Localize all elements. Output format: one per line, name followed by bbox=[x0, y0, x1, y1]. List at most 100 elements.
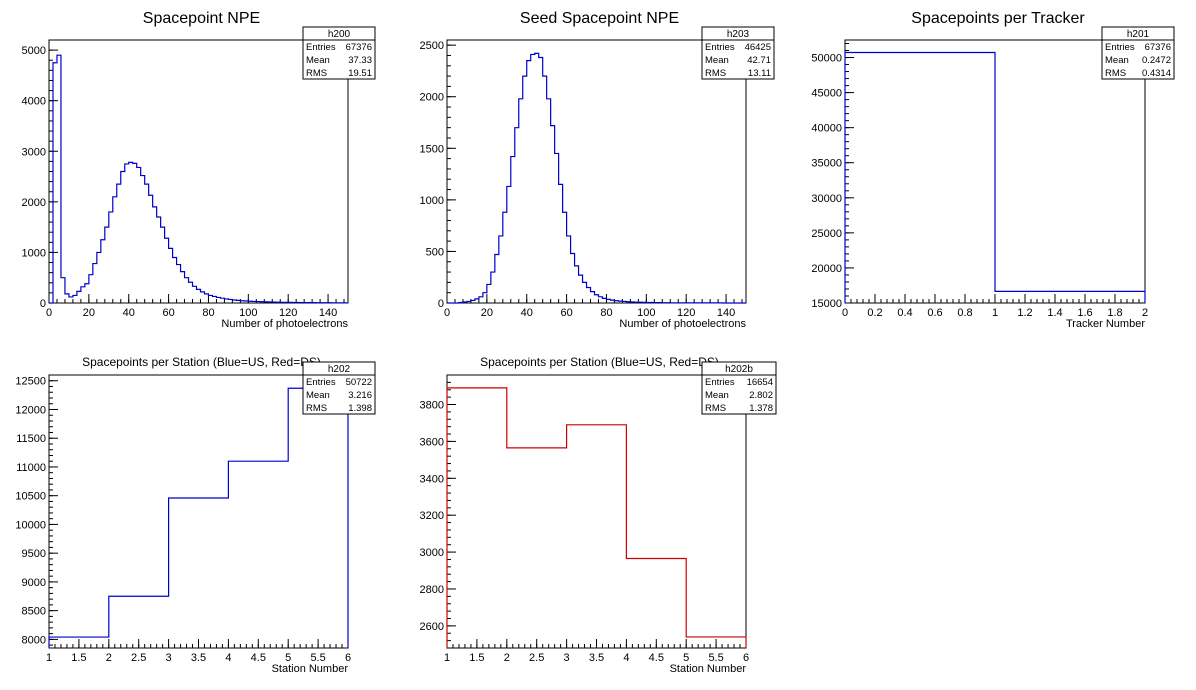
stats-row-label: Mean bbox=[1105, 55, 1129, 66]
histogram-bin bbox=[531, 54, 535, 303]
x-tick-label: 40 bbox=[123, 307, 135, 319]
histogram-bin bbox=[296, 302, 300, 303]
x-tick-label: 120 bbox=[677, 307, 695, 319]
x-tick-label: 80 bbox=[600, 307, 612, 319]
histogram-bin bbox=[475, 299, 479, 303]
histogram-bin bbox=[280, 302, 284, 303]
y-tick-label: 8500 bbox=[22, 606, 46, 618]
histogram-bin bbox=[479, 297, 483, 303]
y-tick-label: 1000 bbox=[420, 195, 444, 207]
stats-row-value: 19.51 bbox=[348, 68, 372, 79]
histogram-bin bbox=[638, 302, 642, 303]
histogram-bin bbox=[69, 297, 73, 303]
y-tick-label: 3000 bbox=[22, 146, 46, 158]
chart-title: Spacepoint NPE bbox=[143, 10, 260, 27]
y-tick-label: 2600 bbox=[420, 621, 444, 633]
histogram-bin bbox=[153, 207, 157, 303]
x-tick-label: 1 bbox=[992, 307, 998, 319]
histogram-bin bbox=[614, 301, 618, 303]
histogram-bin bbox=[575, 266, 579, 303]
histogram-pad-2: Seed Spacepoint NPE 0 20 40 60 80 100 120 140 0 50… bbox=[420, 10, 775, 330]
stats-row-label: Mean bbox=[306, 55, 330, 66]
histogram-bin bbox=[181, 272, 185, 303]
x-tick-label: 2 bbox=[106, 652, 112, 664]
histogram-bin bbox=[161, 227, 165, 303]
x-tick-label: 0 bbox=[46, 307, 52, 319]
x-tick-label: 3 bbox=[564, 652, 570, 664]
x-axis-label: Number of photoelectrons bbox=[221, 318, 348, 330]
histogram-bin bbox=[563, 212, 567, 303]
histogram-bin bbox=[459, 302, 463, 303]
y-tick-label: 11000 bbox=[16, 462, 46, 474]
x-tick-label: 0.2 bbox=[867, 307, 882, 319]
histogram-bin bbox=[610, 300, 614, 303]
histogram-bin bbox=[121, 172, 125, 304]
histogram-bin bbox=[137, 167, 141, 303]
histogram-bin bbox=[220, 298, 224, 303]
stats-row-label: Entries bbox=[306, 377, 336, 388]
x-tick-label: 60 bbox=[560, 307, 572, 319]
y-tick-label: 12000 bbox=[15, 404, 46, 416]
histogram-bin bbox=[642, 302, 646, 303]
x-tick-label: 3 bbox=[166, 652, 172, 664]
y-tick-label: 3000 bbox=[420, 547, 444, 559]
y-tick-label: 3400 bbox=[420, 473, 444, 485]
chart-title: Spacepoints per Station (Blue=US, Red=DS… bbox=[82, 355, 321, 369]
histogram-bin bbox=[571, 253, 575, 303]
histogram-bin bbox=[606, 299, 610, 303]
stats-row-value: 13.11 bbox=[748, 68, 771, 79]
x-tick-label: 0.4 bbox=[897, 307, 912, 319]
histogram-bin bbox=[61, 278, 65, 303]
histogram-bin bbox=[268, 302, 272, 303]
x-tick-label: 1 bbox=[46, 652, 52, 664]
x-tick-label: 5.5 bbox=[708, 652, 723, 664]
stats-row-value: 46425 bbox=[745, 42, 771, 53]
stats-box: h202b Entries 16654 Mean 2.802 RMS 1.378 bbox=[701, 361, 777, 415]
stats-row-value: 42.71 bbox=[747, 55, 771, 66]
histogram-bin bbox=[252, 301, 256, 303]
y-tick-label: 1000 bbox=[22, 247, 46, 259]
histogram-bin bbox=[463, 302, 467, 303]
histogram-bin bbox=[543, 76, 547, 303]
y-tick-label: 50000 bbox=[811, 53, 842, 65]
histogram-bin bbox=[93, 264, 97, 303]
y-tick-label: 9500 bbox=[22, 548, 46, 560]
histogram-bin bbox=[256, 302, 260, 303]
y-tick-label: 25000 bbox=[811, 228, 842, 240]
histogram-bin bbox=[467, 301, 471, 303]
histogram-bin bbox=[535, 53, 539, 303]
histogram-bin bbox=[57, 55, 61, 303]
stats-row-value: 16654 bbox=[747, 377, 773, 388]
histogram-bin bbox=[630, 302, 634, 303]
chart-title: Spacepoints per Tracker bbox=[911, 10, 1085, 27]
histogram-line bbox=[49, 54, 349, 304]
stats-row-label: RMS bbox=[1105, 68, 1126, 79]
histogram-bin bbox=[559, 184, 563, 303]
stats-row-label: Mean bbox=[705, 390, 729, 401]
stats-box: h203 Entries 46425 Mean 42.71 RMS 13.11 bbox=[701, 26, 775, 80]
histogram-bin bbox=[141, 176, 145, 303]
stats-row-value: 0.2472 bbox=[1142, 55, 1171, 66]
histogram-pad-1: Spacepoint NPE 0 20 40 60 80 100 120 140 0 1000 200… bbox=[22, 10, 376, 330]
y-tick-label: 12500 bbox=[15, 376, 46, 388]
histogram-bin bbox=[264, 302, 268, 303]
histogram-bin bbox=[618, 301, 622, 303]
y-tick-label: 40000 bbox=[811, 123, 842, 135]
stats-row-label: Entries bbox=[705, 42, 735, 53]
stats-box-frame bbox=[302, 361, 376, 415]
x-tick-label: 60 bbox=[162, 307, 174, 319]
histogram-bin bbox=[173, 257, 177, 303]
histogram-bin bbox=[622, 301, 626, 303]
x-axis-label: Number of photoelectrons bbox=[619, 318, 746, 330]
histogram-bin bbox=[507, 448, 567, 648]
histogram-bin bbox=[845, 52, 995, 303]
stats-box-name: h200 bbox=[328, 29, 351, 40]
x-tick-label: 0 bbox=[444, 307, 450, 319]
x-tick-label: 20 bbox=[481, 307, 493, 319]
x-tick-label: 20 bbox=[83, 307, 95, 319]
stats-row-value: 67376 bbox=[346, 42, 372, 53]
histogram-bin bbox=[169, 248, 173, 303]
histogram-bin bbox=[567, 236, 571, 303]
stats-row-label: Entries bbox=[705, 377, 735, 388]
